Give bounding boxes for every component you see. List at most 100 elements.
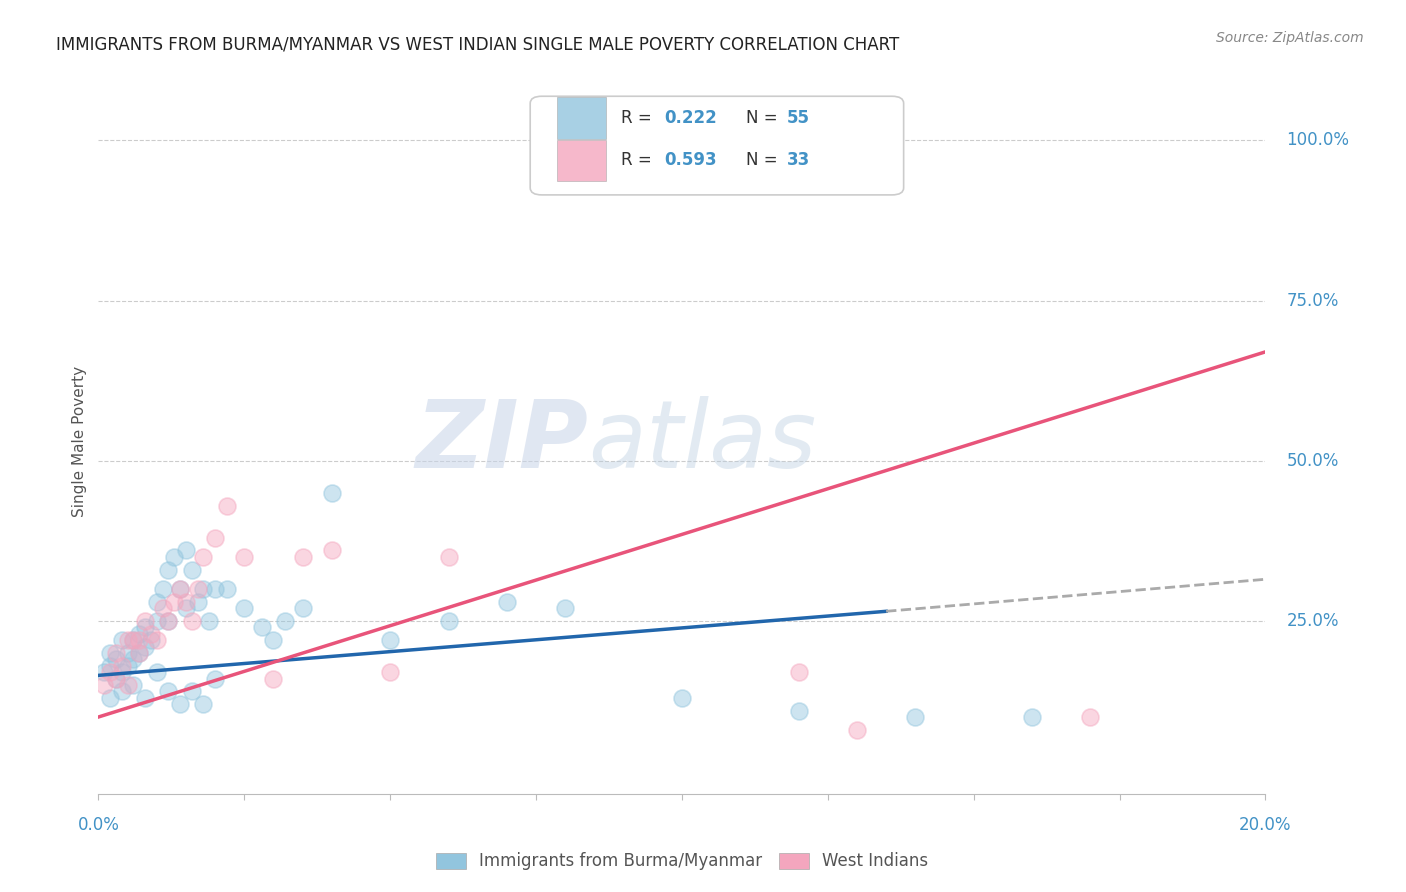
Point bbox=[291, 549, 314, 564]
Text: 75.0%: 75.0% bbox=[1286, 292, 1339, 310]
Point bbox=[204, 531, 226, 545]
Point bbox=[193, 582, 215, 596]
Text: IMMIGRANTS FROM BURMA/MYANMAR VS WEST INDIAN SINGLE MALE POVERTY CORRELATION CHA: IMMIGRANTS FROM BURMA/MYANMAR VS WEST IN… bbox=[56, 36, 900, 54]
Point bbox=[233, 601, 256, 615]
Point bbox=[128, 633, 150, 648]
Point bbox=[104, 646, 127, 660]
Point bbox=[139, 626, 162, 640]
Point bbox=[174, 543, 197, 558]
Y-axis label: Single Male Poverty: Single Male Poverty bbox=[72, 366, 87, 517]
Point bbox=[180, 563, 202, 577]
Point bbox=[111, 633, 134, 648]
Point bbox=[117, 633, 139, 648]
Point bbox=[321, 485, 343, 500]
Point bbox=[215, 499, 238, 513]
FancyBboxPatch shape bbox=[557, 139, 606, 181]
Point bbox=[787, 665, 810, 680]
Point bbox=[787, 704, 810, 718]
Text: atlas: atlas bbox=[589, 396, 817, 487]
Point bbox=[174, 595, 197, 609]
Point bbox=[193, 697, 215, 711]
FancyBboxPatch shape bbox=[530, 96, 904, 194]
Point bbox=[122, 652, 145, 666]
Point bbox=[262, 633, 284, 648]
Point bbox=[104, 672, 127, 686]
Point bbox=[93, 678, 115, 692]
FancyBboxPatch shape bbox=[557, 97, 606, 139]
Point bbox=[146, 614, 169, 628]
Point bbox=[98, 658, 121, 673]
Point bbox=[1021, 710, 1043, 724]
Point bbox=[122, 633, 145, 648]
Point bbox=[146, 665, 169, 680]
Text: 25.0%: 25.0% bbox=[1286, 612, 1339, 630]
Point bbox=[215, 582, 238, 596]
Point bbox=[122, 633, 145, 648]
Point bbox=[98, 690, 121, 705]
Point bbox=[152, 582, 174, 596]
Point bbox=[187, 595, 209, 609]
Point bbox=[291, 601, 314, 615]
Point bbox=[152, 601, 174, 615]
Point bbox=[321, 543, 343, 558]
Text: 33: 33 bbox=[787, 151, 810, 169]
Text: N =: N = bbox=[747, 109, 778, 127]
Text: 0.593: 0.593 bbox=[665, 151, 717, 169]
Point bbox=[98, 646, 121, 660]
Point bbox=[163, 595, 186, 609]
Point bbox=[93, 665, 115, 680]
Text: 20.0%: 20.0% bbox=[1239, 816, 1292, 834]
Point bbox=[845, 723, 868, 737]
Text: ZIP: ZIP bbox=[416, 395, 589, 488]
Text: 100.0%: 100.0% bbox=[1286, 131, 1350, 150]
Point bbox=[134, 620, 156, 634]
Text: 50.0%: 50.0% bbox=[1286, 451, 1339, 470]
Point bbox=[495, 595, 517, 609]
Text: R =: R = bbox=[621, 109, 657, 127]
Point bbox=[157, 614, 180, 628]
Point bbox=[98, 665, 121, 680]
Legend: Immigrants from Burma/Myanmar, West Indians: Immigrants from Burma/Myanmar, West Indi… bbox=[429, 846, 935, 877]
Point bbox=[146, 595, 169, 609]
Point bbox=[180, 684, 202, 698]
Point bbox=[174, 601, 197, 615]
Point bbox=[128, 626, 150, 640]
Point bbox=[146, 633, 169, 648]
Point bbox=[122, 678, 145, 692]
Text: N =: N = bbox=[747, 151, 778, 169]
Point bbox=[262, 672, 284, 686]
Point bbox=[904, 710, 927, 724]
Point bbox=[111, 684, 134, 698]
Point bbox=[204, 582, 226, 596]
Point bbox=[169, 582, 191, 596]
Point bbox=[187, 582, 209, 596]
Point bbox=[111, 658, 134, 673]
Point bbox=[198, 614, 221, 628]
Point bbox=[169, 582, 191, 596]
Point bbox=[134, 614, 156, 628]
Point bbox=[169, 697, 191, 711]
Point bbox=[128, 646, 150, 660]
Point bbox=[128, 646, 150, 660]
Point bbox=[274, 614, 297, 628]
Point bbox=[157, 614, 180, 628]
Point bbox=[139, 633, 162, 648]
Point bbox=[163, 549, 186, 564]
Point bbox=[554, 601, 576, 615]
Point bbox=[671, 690, 693, 705]
Point bbox=[157, 684, 180, 698]
Text: R =: R = bbox=[621, 151, 657, 169]
Point bbox=[378, 633, 402, 648]
Point bbox=[378, 665, 402, 680]
Point bbox=[250, 620, 273, 634]
Point bbox=[117, 658, 139, 673]
Point bbox=[671, 133, 693, 147]
Point bbox=[180, 614, 202, 628]
Point bbox=[111, 665, 134, 680]
Text: Source: ZipAtlas.com: Source: ZipAtlas.com bbox=[1216, 31, 1364, 45]
Point bbox=[157, 563, 180, 577]
Point bbox=[104, 652, 127, 666]
Text: 0.0%: 0.0% bbox=[77, 816, 120, 834]
Text: 0.222: 0.222 bbox=[665, 109, 717, 127]
Point bbox=[134, 640, 156, 654]
